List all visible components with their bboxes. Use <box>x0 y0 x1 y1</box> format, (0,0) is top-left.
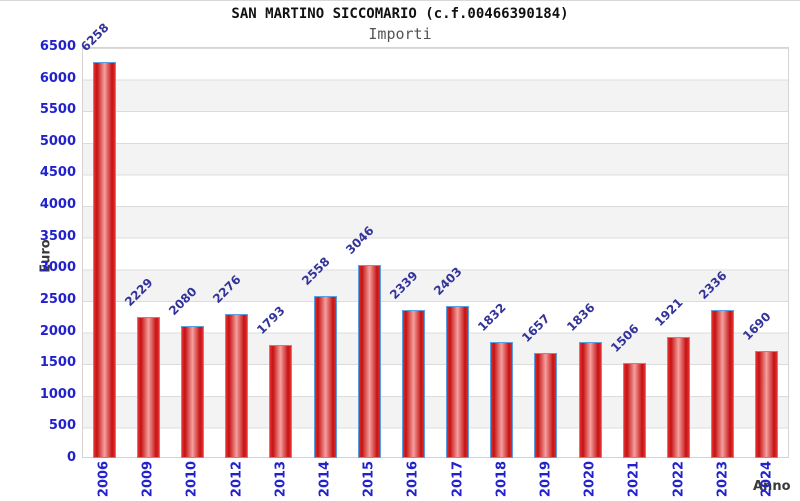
chart-title: SAN MARTINO SICCOMARIO (c.f.00466390184) <box>231 6 569 22</box>
x-tick-label: 2013 <box>273 460 289 498</box>
bar <box>92 62 116 458</box>
bar <box>401 310 425 458</box>
x-tick-label: 2006 <box>96 460 112 498</box>
bar <box>225 314 249 458</box>
y-tick-label: 6000 <box>39 70 76 86</box>
x-tick-label: 2021 <box>626 460 642 498</box>
bar <box>136 317 160 458</box>
bar <box>534 353 558 458</box>
bar <box>313 296 337 458</box>
x-tick-label: 2015 <box>361 460 377 498</box>
y-tick-label: 3500 <box>39 228 76 244</box>
chart-subtitle: Importi <box>368 25 432 43</box>
x-tick-label: 2009 <box>140 460 156 498</box>
y-tick-label: 0 <box>66 450 76 465</box>
y-tick-label: 4500 <box>39 165 76 181</box>
x-tick-label: 2020 <box>582 460 598 498</box>
y-tick-label: 3000 <box>39 260 76 276</box>
y-tick-label: 5000 <box>39 133 76 149</box>
bar <box>755 351 779 458</box>
x-tick-label: 2017 <box>450 460 466 498</box>
x-axis-title: Anno <box>753 479 791 494</box>
bar <box>446 306 470 458</box>
x-tick-label: 2018 <box>494 460 510 498</box>
x-tick-label: 2022 <box>671 460 687 498</box>
x-tick-label: 2016 <box>405 460 421 498</box>
bar <box>622 362 646 458</box>
x-tick-label: 2023 <box>715 460 731 498</box>
y-tick-label: 2500 <box>39 291 76 307</box>
bar <box>667 336 691 458</box>
y-tick-label: 2000 <box>39 323 76 339</box>
y-tick-label: 4000 <box>39 197 76 213</box>
y-tick-label: 5500 <box>39 102 76 118</box>
bar <box>711 310 735 458</box>
bar <box>180 326 204 458</box>
y-tick-label: 1500 <box>39 355 76 371</box>
y-tick-label: 1000 <box>39 386 76 402</box>
x-tick-label: 2024 <box>759 460 775 498</box>
bar <box>578 341 602 458</box>
y-tick-label: 6500 <box>39 39 76 54</box>
bar <box>269 344 293 458</box>
bar <box>357 265 381 458</box>
x-tick-label: 2014 <box>317 460 333 498</box>
x-tick-label: 2010 <box>184 460 200 498</box>
x-tick-label: 2019 <box>538 460 554 498</box>
bar <box>490 342 514 458</box>
x-tick-label: 2012 <box>229 460 245 498</box>
y-tick-label: 500 <box>48 418 76 434</box>
